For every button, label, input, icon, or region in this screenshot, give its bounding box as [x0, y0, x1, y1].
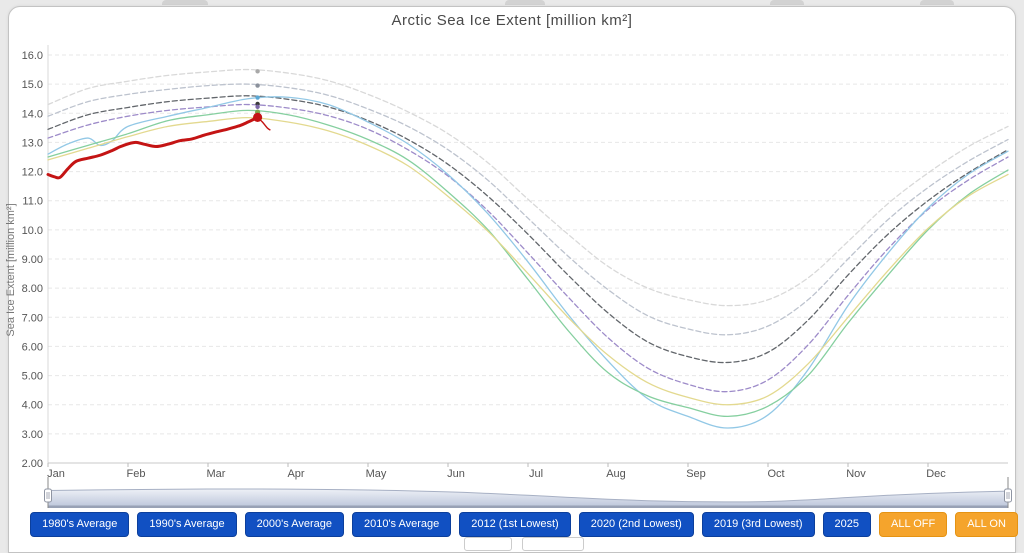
chart-title: Arctic Sea Ice Extent [million km²] — [391, 12, 633, 29]
current-value-marker-1980-s-average — [255, 69, 260, 74]
x-tick-label: Dec — [926, 468, 946, 480]
navigator-handle-right[interactable] — [1004, 488, 1012, 503]
series-line-1980-s-average — [47, 68, 1009, 307]
y-tick-label: 13.0 — [22, 137, 43, 149]
x-tick-label: Oct — [767, 468, 784, 480]
toggle-button-2019-3rd-lowest-[interactable]: 2019 (3rd Lowest) — [701, 512, 815, 537]
x-tick-label: Nov — [846, 468, 866, 480]
toggle-button-1980-s-average[interactable]: 1980's Average — [30, 512, 130, 537]
cutoff-top-fragment — [920, 0, 954, 5]
cutoff-top-fragment — [505, 0, 545, 5]
y-tick-label: 11.0 — [22, 196, 43, 208]
x-tick-label: Apr — [287, 468, 304, 480]
y-tick-label: 8.00 — [22, 283, 43, 295]
toggle-button-2025[interactable]: 2025 — [822, 512, 871, 537]
toggle-button-all-off[interactable]: ALL OFF — [878, 512, 948, 537]
y-tick-label: 9.00 — [22, 254, 43, 266]
toggle-button-1990-s-average[interactable]: 1990's Average — [137, 512, 237, 537]
y-tick-label: 3.00 — [22, 429, 43, 441]
series-line-2025 — [46, 115, 260, 180]
y-tick-label: 14.0 — [22, 108, 43, 120]
y-tick-label: 10.0 — [22, 225, 43, 237]
toggle-button-2020-2nd-lowest-[interactable]: 2020 (2nd Lowest) — [578, 512, 694, 537]
y-tick-label: 2.00 — [22, 458, 43, 470]
toggle-button-all-on[interactable]: ALL ON — [955, 512, 1018, 537]
chart-canvas: 2.00 3.00 4.00 5.00 6.00 7.00 8.00 9.00 10.0 11.0… — [5, 45, 1012, 509]
current-value-marker-2012-1st-lowest- — [255, 95, 260, 100]
y-axis-title: Sea Ice Extent [million km²] — [5, 203, 17, 336]
series-line-2012-1st-lowest- — [47, 96, 1009, 429]
x-tick-label: Jan — [47, 468, 65, 480]
series-toggle-bar: 1980's Average 1990's Average 2000's Avera… — [30, 512, 1018, 537]
x-tick-label: Jul — [529, 468, 543, 480]
y-tick-label: 15.0 — [22, 79, 43, 91]
cutoff-button-row — [464, 537, 584, 551]
current-value-marker-2010-s-average — [255, 104, 260, 110]
series-line-2019-3rd-lowest- — [47, 117, 1009, 406]
series-line-2000-s-average — [47, 95, 1009, 364]
y-tick-label: 6.00 — [22, 341, 43, 353]
x-tick-label: Jun — [447, 468, 465, 480]
y-tick-label: 5.00 — [22, 371, 43, 383]
toggle-button-2000-s-average[interactable]: 2000's Average — [244, 512, 344, 537]
x-tick-label: Mar — [207, 468, 226, 480]
navigator-handle-left[interactable] — [44, 488, 52, 503]
series-line-2020-2nd-lowest- — [47, 109, 1009, 418]
navigator-outline — [47, 488, 1009, 503]
cutoff-button[interactable] — [464, 537, 512, 551]
cutoff-top-fragment — [770, 0, 804, 5]
y-tick-label: 4.00 — [22, 400, 43, 412]
x-tick-label: May — [366, 468, 387, 480]
toggle-button-2010-s-average[interactable]: 2010's Average — [351, 512, 452, 537]
current-value-marker-2025 — [253, 112, 263, 122]
x-tick-label: Aug — [606, 468, 626, 480]
series-line-1990-s-average — [47, 83, 1009, 336]
y-tick-label: 16.0 — [22, 50, 43, 62]
navigator-track[interactable] — [48, 505, 1008, 509]
cutoff-top-fragment — [162, 0, 208, 5]
navigator-area[interactable] — [48, 488, 1008, 506]
x-tick-label: Feb — [127, 468, 146, 480]
toggle-button-2012-1st-lowest-[interactable]: 2012 (1st Lowest) — [459, 512, 571, 537]
y-tick-label: 12.0 — [22, 167, 43, 179]
cutoff-button[interactable] — [522, 537, 584, 551]
current-value-marker-1990-s-average — [255, 83, 260, 88]
series-line-2010-s-average — [47, 103, 1009, 393]
x-tick-label: Sep — [686, 468, 706, 480]
y-tick-label: 7.00 — [22, 312, 43, 324]
